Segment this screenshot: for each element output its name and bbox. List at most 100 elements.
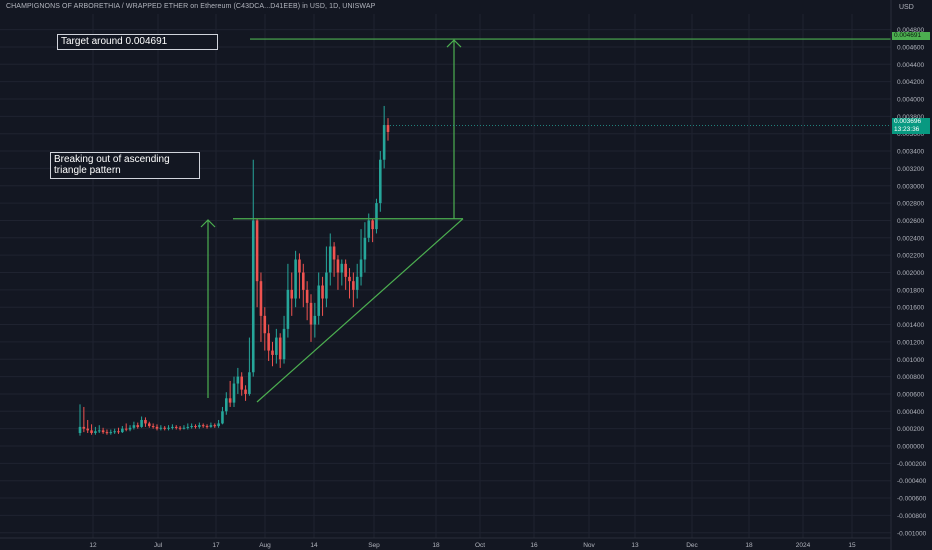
x-tick-label: 12 [89, 542, 97, 549]
candle-body [94, 431, 97, 433]
candle-body [259, 281, 263, 316]
chart-grid [0, 14, 891, 538]
candle-body [298, 259, 301, 273]
candle-body [198, 425, 201, 427]
candle-body [367, 220, 371, 238]
candle-body [290, 289, 294, 299]
candle-body [255, 220, 259, 282]
candle-body [228, 398, 232, 403]
candle-body [321, 285, 324, 299]
y-tick-label: 0.003800 [897, 114, 924, 121]
candle-body [128, 427, 132, 430]
target-annotation[interactable]: Target around 0.004691 [57, 34, 218, 50]
y-tick-label: -0.000400 [897, 478, 927, 485]
candle-body [194, 426, 197, 428]
y-tick-label: 0.000400 [897, 409, 924, 416]
candle-body [132, 425, 136, 428]
measured-move-arrow-head [200, 219, 216, 228]
y-tick-label: 0.000600 [897, 391, 924, 398]
candle-body [251, 220, 255, 373]
x-tick-label: 13 [631, 542, 639, 549]
candle-body [305, 289, 309, 303]
candle-body [271, 350, 274, 355]
projection-arrow-head [446, 39, 462, 48]
x-tick-label: Dec [686, 542, 698, 549]
candle-body [275, 337, 278, 355]
pattern-annotation[interactable]: Breaking out of ascending triangle patte… [50, 152, 200, 179]
candle-body [178, 427, 182, 429]
time-axis[interactable]: 12 Jul 17 Aug 14 Sep 18 Oct 16 Nov 13 Dec 18 2024 15 [0, 537, 891, 549]
candle-body [340, 263, 344, 273]
candle-body [174, 426, 178, 428]
candle-body [355, 276, 359, 290]
y-tick-label: 0.003600 [897, 131, 924, 138]
y-tick-label: 0.003400 [897, 149, 924, 156]
y-tick-label: 0.001600 [897, 305, 924, 312]
candle-body [267, 333, 270, 351]
y-tick-label: 0.002400 [897, 235, 924, 242]
x-tick-label: 15 [848, 542, 856, 549]
candle-body [225, 398, 228, 412]
candle-body [325, 272, 328, 299]
candle-body [348, 276, 351, 282]
candle-body [182, 427, 186, 429]
x-tick-label: Aug [259, 542, 271, 549]
y-tick-label: 0.003000 [897, 183, 924, 190]
candle-body [302, 272, 305, 290]
candle-body [117, 431, 120, 433]
candle-body [313, 315, 317, 325]
y-tick-label: 0.001400 [897, 322, 924, 329]
candle-body [317, 285, 320, 316]
price-axis[interactable]: 0.004800 0.004600 0.004400 0.004200 0.004000… [890, 0, 927, 550]
candle-body [124, 428, 128, 430]
candle-body [221, 411, 224, 424]
y-tick-label: 0.001000 [897, 357, 924, 364]
y-tick-label: -0.000600 [897, 496, 927, 503]
y-tick-label: -0.000200 [897, 461, 927, 468]
x-tick-label: 2024 [796, 542, 811, 549]
candle-body [82, 426, 86, 429]
last-price-value: 0.003696 [894, 118, 922, 125]
y-tick-label: 0.002000 [897, 270, 924, 277]
y-tick-label: -0.000800 [897, 513, 927, 520]
candle-body [294, 259, 297, 299]
y-tick-label: 0.004400 [897, 62, 924, 69]
x-tick-label: 18 [745, 542, 753, 549]
candle-body [159, 427, 163, 429]
candle-body [328, 246, 332, 273]
last-price-tag: 0.003696 13:23:36 [892, 118, 930, 134]
currency-label: USD [899, 4, 914, 11]
candle-body [336, 259, 340, 273]
y-tick-label: 0.002200 [897, 253, 924, 260]
x-tick-label: 17 [212, 542, 220, 549]
candle-body [232, 383, 236, 403]
y-tick-label: 0.000000 [897, 444, 924, 451]
candle-body [332, 246, 336, 260]
candle-body [379, 159, 382, 204]
y-tick-label: 0.004800 [897, 27, 924, 34]
candle-body [97, 430, 101, 432]
candle-body [151, 426, 155, 428]
candle-body [105, 432, 109, 434]
candle-body [240, 376, 243, 390]
chart-title: CHAMPIGNONS OF ARBORETHIA / WRAPPED ETHE… [6, 3, 376, 10]
y-tick-label: 0.004000 [897, 97, 924, 104]
x-tick-label: Jul [154, 542, 163, 549]
x-tick-label: 16 [530, 542, 538, 549]
candle-body [282, 328, 286, 360]
candle-body [78, 426, 82, 433]
candle-body [155, 426, 159, 429]
y-tick-label: 0.003200 [897, 166, 924, 173]
candle-body [248, 372, 251, 394]
y-tick-label: 0.000200 [897, 426, 924, 433]
candle-body [213, 425, 217, 427]
candle-body [371, 220, 374, 230]
candle-body [209, 425, 213, 427]
y-tick-label: 0.000800 [897, 374, 924, 381]
bar-countdown: 13:23:36 [894, 126, 920, 133]
candle-body [167, 427, 170, 429]
x-tick-label: Oct [475, 542, 485, 549]
candlestick-series [78, 105, 390, 436]
y-tick-label: 0.004200 [897, 79, 924, 86]
